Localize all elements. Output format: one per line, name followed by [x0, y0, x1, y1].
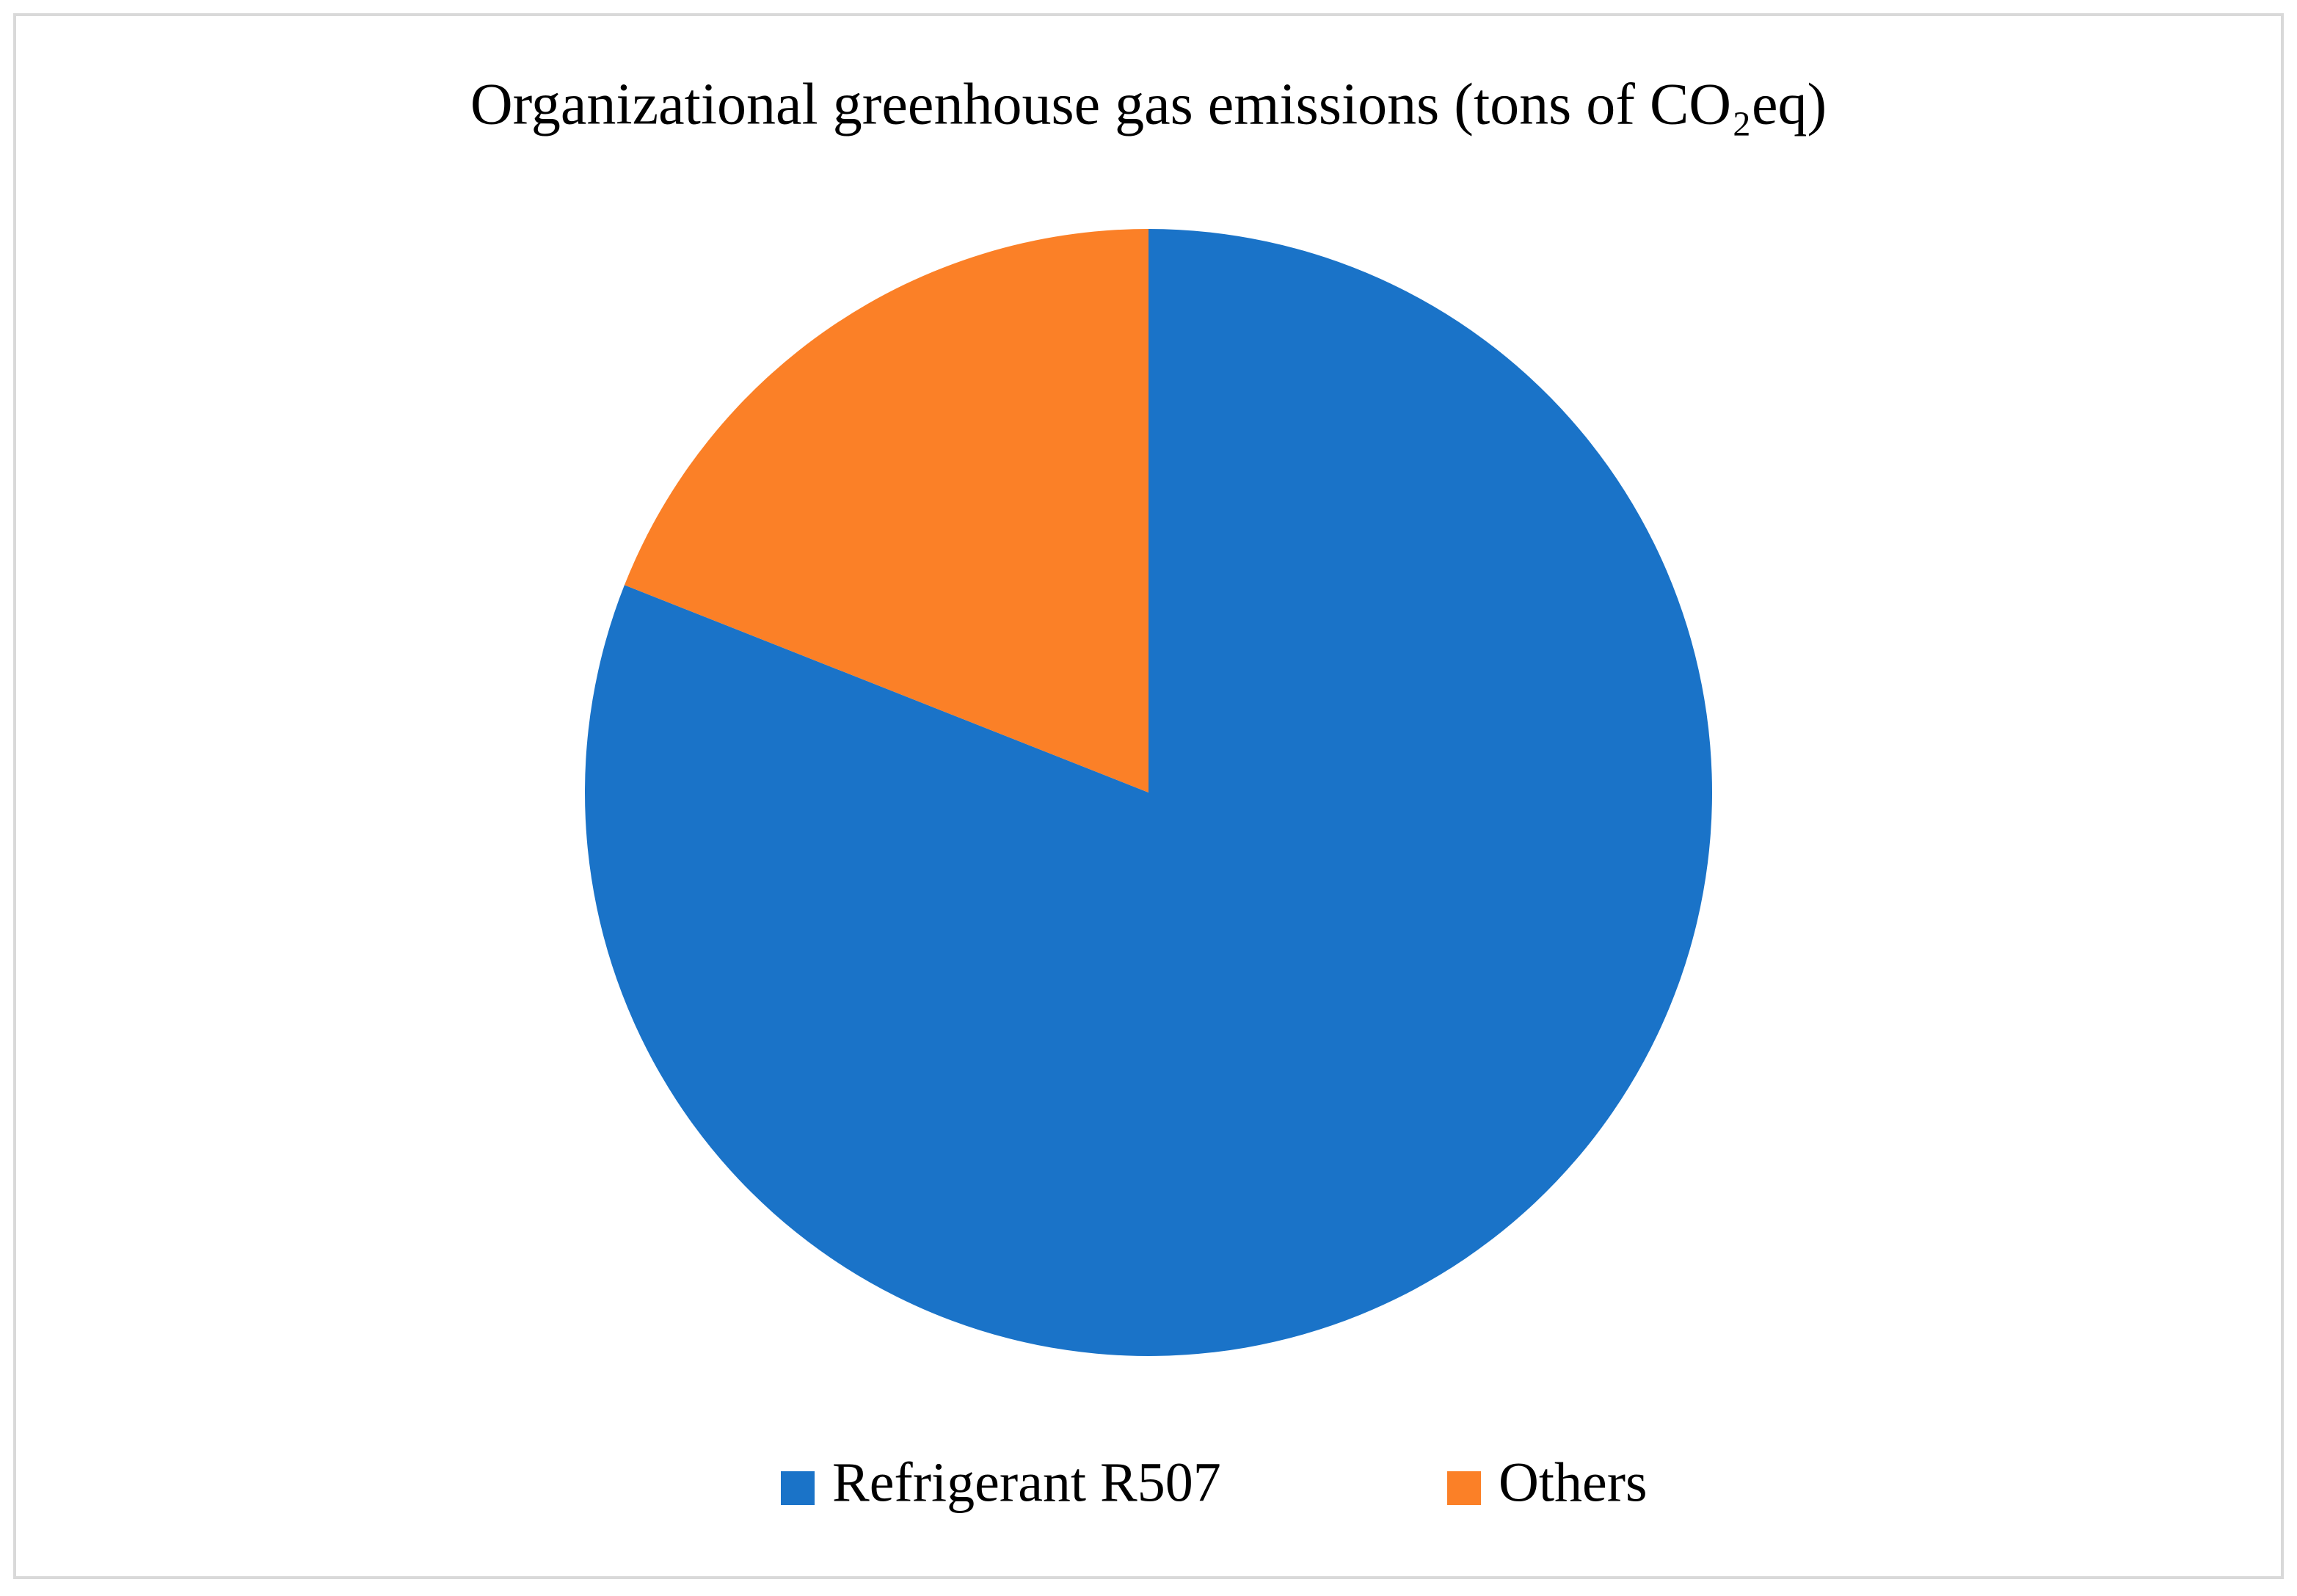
- pie-slice: [584, 229, 1713, 1357]
- legend-swatch: [781, 1471, 815, 1505]
- legend-label: Others: [1499, 1451, 1648, 1513]
- legend-label: Refrigerant R507: [832, 1451, 1221, 1513]
- pie-slice: [624, 229, 1148, 792]
- legend-swatch: [1447, 1471, 1481, 1505]
- chart-title: Organizational greenhouse gas emissions …: [470, 72, 1827, 136]
